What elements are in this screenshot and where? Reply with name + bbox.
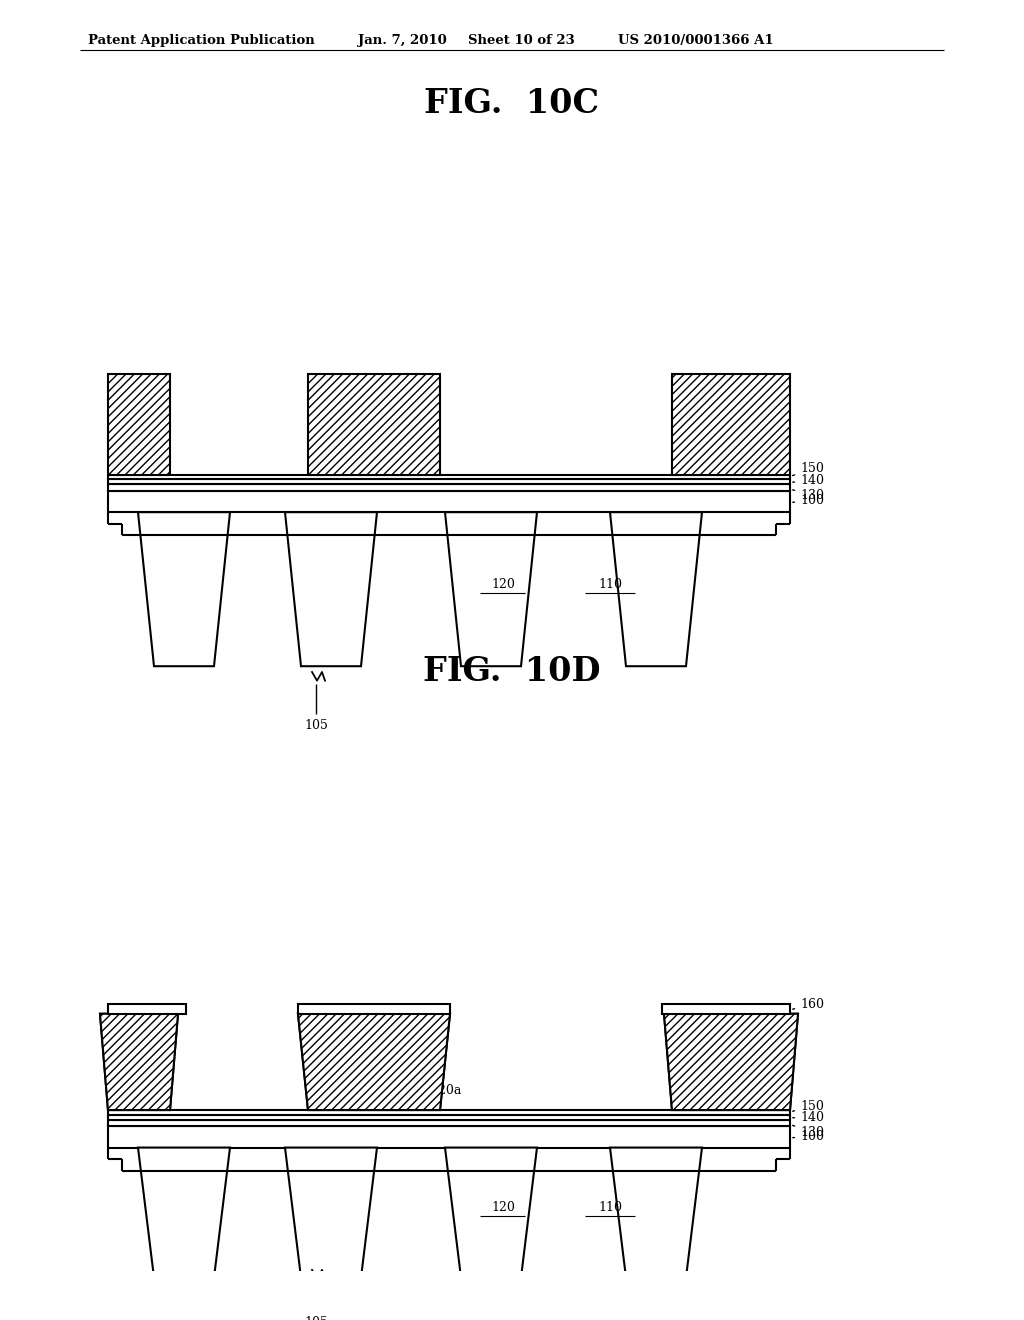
Polygon shape — [285, 1147, 377, 1278]
Polygon shape — [445, 1147, 537, 1278]
PathPatch shape — [664, 1014, 798, 1110]
Polygon shape — [610, 512, 702, 667]
Polygon shape — [610, 1147, 702, 1278]
Text: 105: 105 — [304, 1316, 328, 1320]
Text: FIG.  10C: FIG. 10C — [425, 87, 599, 120]
Bar — [298, 1005, 450, 1014]
Text: 110: 110 — [598, 1201, 622, 1214]
Bar — [108, 1110, 790, 1115]
Bar — [308, 374, 440, 475]
Bar — [108, 374, 170, 475]
Text: Jan. 7, 2010: Jan. 7, 2010 — [358, 34, 446, 46]
Text: 130: 130 — [793, 488, 824, 502]
Bar — [662, 1005, 790, 1014]
Polygon shape — [138, 1147, 230, 1278]
Text: 100: 100 — [793, 1130, 824, 1143]
Text: 105: 105 — [304, 719, 328, 733]
Text: 140: 140 — [793, 474, 824, 487]
Bar — [108, 479, 790, 484]
Text: 140: 140 — [793, 1111, 824, 1125]
Text: 120: 120 — [492, 1201, 515, 1214]
Polygon shape — [664, 1014, 798, 1110]
Bar — [108, 491, 790, 512]
Polygon shape — [285, 512, 377, 667]
Polygon shape — [445, 512, 537, 667]
Bar — [108, 1119, 790, 1126]
Text: US 2010/0001366 A1: US 2010/0001366 A1 — [618, 34, 773, 46]
Polygon shape — [100, 1014, 178, 1110]
PathPatch shape — [298, 1014, 450, 1110]
Bar — [108, 484, 790, 491]
Text: 150: 150 — [793, 1100, 824, 1113]
Text: 130: 130 — [793, 1126, 824, 1139]
Text: 120: 120 — [492, 578, 515, 591]
Text: 100: 100 — [793, 494, 824, 507]
Text: FIG.  10D: FIG. 10D — [423, 655, 601, 688]
Polygon shape — [138, 512, 230, 667]
Text: 110: 110 — [598, 578, 622, 591]
Bar — [108, 1126, 790, 1147]
Text: Patent Application Publication: Patent Application Publication — [88, 34, 314, 46]
Text: Sheet 10 of 23: Sheet 10 of 23 — [468, 34, 574, 46]
Text: 160: 160 — [793, 998, 824, 1011]
Text: 120a: 120a — [385, 1081, 462, 1097]
Bar — [108, 475, 790, 479]
PathPatch shape — [100, 1014, 178, 1110]
Text: 150: 150 — [793, 462, 824, 475]
Bar — [672, 374, 790, 475]
Polygon shape — [298, 1014, 450, 1110]
Bar — [108, 1115, 790, 1119]
Bar — [108, 1005, 186, 1014]
